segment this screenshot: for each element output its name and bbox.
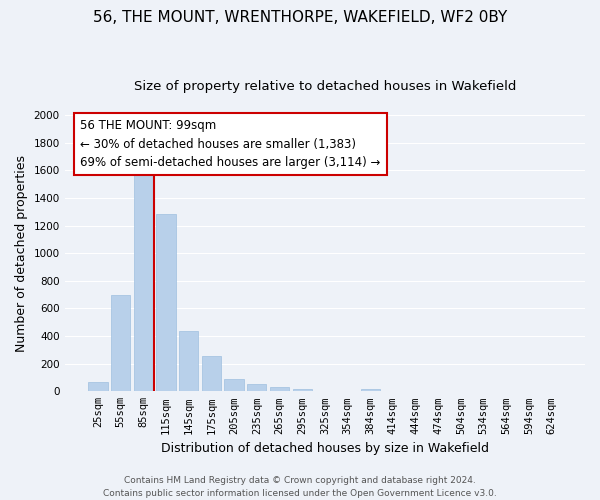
Bar	[157, 214, 176, 392]
Title: Size of property relative to detached houses in Wakefield: Size of property relative to detached ho…	[134, 80, 516, 93]
Bar	[224, 379, 244, 392]
Bar	[247, 384, 266, 392]
X-axis label: Distribution of detached houses by size in Wakefield: Distribution of detached houses by size …	[161, 442, 489, 455]
Bar	[88, 382, 107, 392]
Bar	[270, 387, 289, 392]
Y-axis label: Number of detached properties: Number of detached properties	[15, 154, 28, 352]
Bar	[111, 296, 130, 392]
Bar	[293, 388, 312, 392]
Bar	[179, 331, 199, 392]
Text: Contains HM Land Registry data © Crown copyright and database right 2024.
Contai: Contains HM Land Registry data © Crown c…	[103, 476, 497, 498]
Bar	[134, 166, 153, 392]
Bar	[202, 356, 221, 392]
Text: 56 THE MOUNT: 99sqm
← 30% of detached houses are smaller (1,383)
69% of semi-det: 56 THE MOUNT: 99sqm ← 30% of detached ho…	[80, 119, 380, 169]
Bar	[361, 389, 380, 392]
Text: 56, THE MOUNT, WRENTHORPE, WAKEFIELD, WF2 0BY: 56, THE MOUNT, WRENTHORPE, WAKEFIELD, WF…	[93, 10, 507, 25]
